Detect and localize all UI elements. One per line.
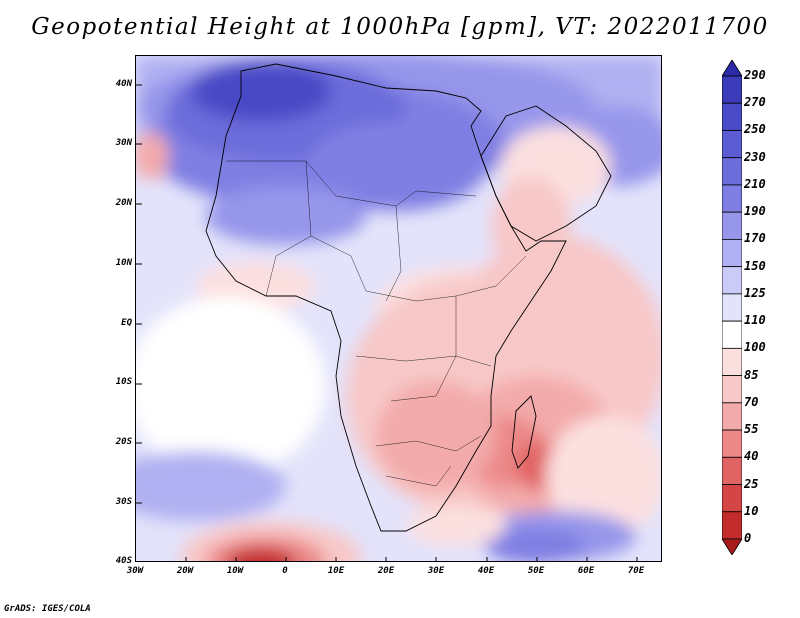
colorbar-label: 85: [744, 367, 759, 382]
colorbar-label: 290: [744, 68, 766, 82]
frame-ticks: [136, 84, 638, 561]
lon-label-70e: 70E: [627, 566, 645, 576]
colorbar-segment: [722, 239, 742, 268]
colorbar-segment: [722, 157, 742, 186]
map-panel: [135, 55, 662, 562]
colorbar-label: 110: [744, 313, 766, 328]
geopotential-height-map: [136, 56, 661, 561]
colorbar-segment: [722, 293, 742, 322]
colorbar-segment: [722, 266, 742, 295]
colorbar-segment: [722, 456, 742, 485]
colorbar-label: 10: [744, 503, 759, 518]
lon-label-30e: 30E: [427, 566, 445, 576]
africa-coastline: [205, 63, 612, 532]
colorbar-label: 0: [744, 531, 752, 545]
colorbar-label: 210: [744, 176, 766, 191]
colorbar-label: 55: [744, 422, 759, 437]
lon-label-50e: 50E: [527, 566, 545, 576]
lat-label-20s: 20S: [115, 437, 132, 447]
colorbar-label: 25: [744, 476, 759, 491]
lon-label-40e: 40E: [477, 566, 495, 576]
colorbar-segment: [722, 184, 742, 213]
colorbar-label: 230: [744, 149, 766, 164]
lat-label-30n: 30N: [115, 138, 132, 148]
colorbar: [722, 60, 742, 555]
colorbar-segment: [722, 429, 742, 458]
colorbar-label: 270: [744, 95, 766, 110]
colorbar-segment: [722, 402, 742, 431]
lon-label-20e: 20E: [377, 566, 395, 576]
colorbar-segment: [722, 511, 742, 540]
colorbar-bottom-arrow: [722, 538, 742, 555]
lon-label-20w: 20W: [176, 566, 194, 576]
colorbar-label: 190: [744, 204, 766, 219]
map-title: Geopotential Height at 1000hPa [gpm], VT…: [31, 14, 769, 40]
lon-label-30w: 30W: [126, 566, 144, 576]
colorbar-segment: [722, 484, 742, 513]
lon-label-10e: 10E: [327, 566, 345, 576]
colorbar-label: 70: [744, 394, 759, 409]
colorbar-top-arrow: [722, 60, 742, 77]
colorbar-label: 250: [744, 122, 766, 137]
colorbar-label: 170: [744, 231, 766, 246]
lon-label-60e: 60E: [577, 566, 595, 576]
colorbar-segment: [722, 130, 742, 159]
colorbar-segment: [722, 347, 742, 376]
footer-credit: GrADS: IGES/COLA: [4, 604, 91, 614]
colorbar-segment: [722, 102, 742, 131]
colorbar-label: 40: [744, 449, 759, 464]
colorbar-segment: [722, 75, 742, 104]
colorbar-label: 125: [744, 285, 766, 300]
colorbar-segment: [722, 320, 742, 349]
country-borders: [226, 160, 527, 487]
lat-label-eq: EQ: [121, 318, 132, 328]
lat-label-20n: 20N: [115, 198, 132, 208]
lat-label-10s: 10S: [115, 377, 132, 387]
colorbar-label: 150: [744, 258, 766, 273]
lon-label-0: 0: [282, 566, 288, 576]
lat-label-40n: 40N: [115, 79, 132, 89]
lat-label-10n: 10N: [115, 258, 132, 268]
colorbar-segment: [722, 375, 742, 404]
height-field-shading: [136, 56, 661, 561]
lat-label-30s: 30S: [115, 497, 132, 507]
colorbar-segment: [722, 211, 742, 240]
colorbar-label: 100: [744, 340, 766, 355]
lon-label-10w: 10W: [226, 566, 244, 576]
lat-label-40s: 40S: [115, 556, 132, 566]
